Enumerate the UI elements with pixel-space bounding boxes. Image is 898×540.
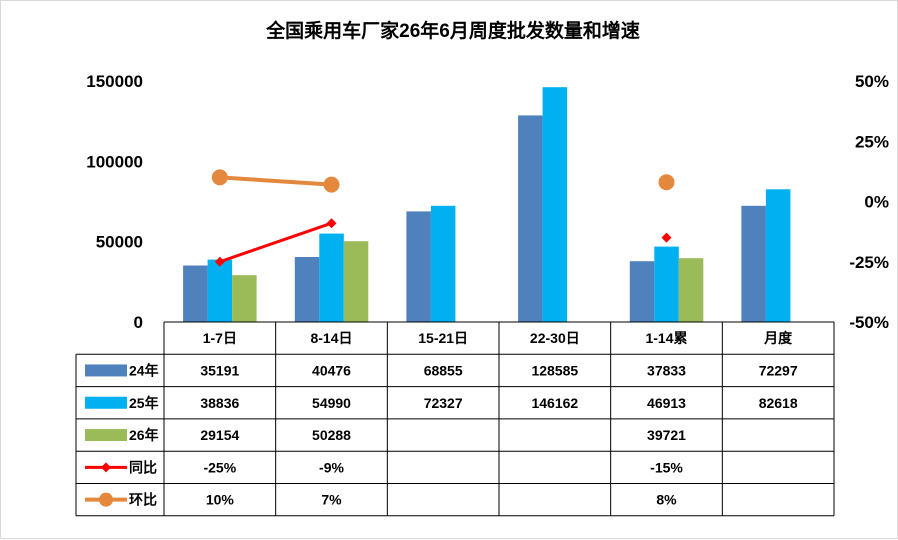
point-环比-1-7日	[211, 169, 228, 186]
bar-24年-22-30日	[518, 115, 543, 323]
legend-key-25年	[85, 396, 127, 409]
line-segment-同比	[219, 221, 332, 264]
bar-26年-1-7日	[232, 275, 257, 322]
data-label-24年: 68855	[424, 362, 463, 378]
right-axis-tick: 25%	[855, 132, 889, 151]
data-label-25年: 54990	[312, 395, 351, 411]
legend-marker-环比	[99, 492, 113, 507]
point-环比-1-14累	[658, 174, 675, 191]
data-label-26年: 39721	[647, 427, 686, 443]
data-label-环比: 7%	[321, 492, 342, 508]
data-label-24年: 35191	[200, 362, 239, 378]
category-label: 1-14累	[645, 330, 687, 346]
category-label: 8-14日	[310, 330, 352, 346]
data-label-同比: -25%	[203, 459, 236, 475]
bar-26年-1-14累	[678, 258, 704, 322]
category-label: 22-30日	[530, 330, 580, 346]
data-label-25年: 146162	[531, 395, 578, 411]
line-segment-环比	[219, 175, 332, 187]
right-axis-tick: 50%	[855, 72, 889, 91]
data-label-同比: -15%	[650, 459, 683, 475]
data-label-26年: 29154	[200, 427, 239, 443]
point-同比-1-7日	[214, 256, 225, 267]
data-label-25年: 82618	[759, 395, 798, 411]
left-axis-tick: 100000	[86, 152, 143, 171]
legend-label-26年: 26年	[129, 427, 159, 443]
bar-25年-1-7日	[207, 259, 233, 322]
point-同比-8-14日	[326, 218, 337, 229]
data-label-环比: 10%	[206, 492, 235, 508]
left-axis-tick: 0	[134, 313, 143, 332]
data-label-25年: 46913	[647, 395, 686, 411]
data-label-24年: 128585	[531, 362, 578, 378]
data-label-同比: -9%	[319, 459, 344, 475]
bar-24年-8-14日	[294, 257, 320, 322]
axis-layer: 0 50000 100000 150000 -50% -25% 0% 25% 50%	[86, 72, 889, 332]
data-label-24年: 72297	[759, 362, 798, 378]
right-axis-tick: -25%	[849, 253, 889, 272]
point-环比-8-14日	[323, 176, 340, 193]
legend-label-同比: 同比	[129, 459, 157, 475]
category-label: 月度	[763, 330, 793, 346]
chart-title: 全国乘用车厂家26年6月周度批发数量和增速	[265, 19, 640, 42]
bar-26年-8-14日	[343, 241, 369, 322]
legend-label-24年: 24年	[129, 362, 159, 378]
data-label-环比: 8%	[656, 492, 677, 508]
bar-25年-月度	[765, 189, 791, 322]
data-label-25年: 38836	[200, 395, 239, 411]
right-axis-tick: 0%	[864, 193, 889, 212]
legend-key-26年	[85, 429, 127, 442]
category-label: 15-21日	[418, 330, 468, 346]
data-label-26年: 50288	[312, 427, 351, 443]
point-同比-1-14累	[661, 232, 672, 243]
bar-25年-1-14累	[654, 246, 679, 322]
bar-25年-15-21日	[430, 205, 456, 322]
bar-25年-8-14日	[319, 233, 344, 322]
bar-24年-1-7日	[183, 265, 208, 322]
data-label-25年: 72327	[424, 395, 463, 411]
data-label-24年: 40476	[312, 362, 351, 378]
legend-label-25年: 25年	[129, 395, 159, 411]
legend-label-环比: 环比	[129, 492, 157, 508]
bar-24年-15-21日	[406, 211, 431, 322]
left-axis-tick: 150000	[86, 72, 143, 91]
data-table: 1-7日 8-14日 15-21日 22-30日 1-14累 月度 24年 35191 4047…	[75, 321, 835, 517]
left-axis-tick: 50000	[96, 233, 143, 252]
bars-layer	[183, 87, 791, 323]
lines-layer	[211, 169, 675, 267]
bar-24年-月度	[741, 205, 766, 322]
right-axis-tick: -50%	[849, 313, 889, 332]
bar-25年-22-30日	[542, 87, 568, 322]
data-label-24年: 37833	[647, 362, 686, 378]
bar-24年-1-14累	[629, 261, 655, 322]
legend-marker-同比	[101, 462, 111, 473]
legend-key-24年	[85, 364, 127, 377]
category-label: 1-7日	[203, 330, 237, 346]
